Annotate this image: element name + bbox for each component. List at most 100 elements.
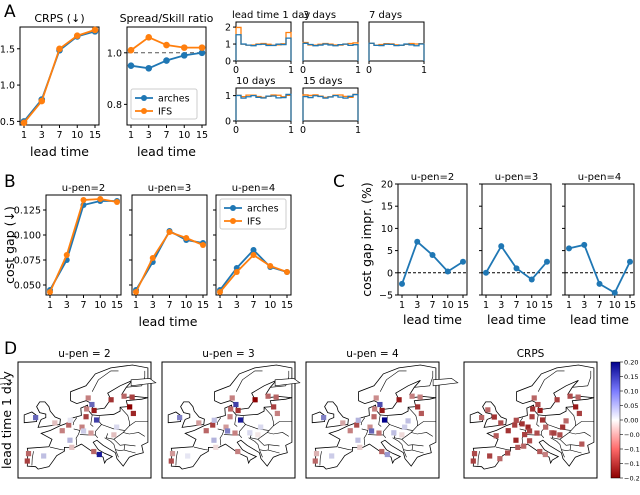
map-border — [217, 428, 225, 446]
map-station-cell — [127, 404, 133, 410]
map-station-cell — [211, 437, 217, 443]
crps-xtick-label: 10 — [71, 130, 83, 141]
map-station-cell — [560, 424, 566, 430]
hist-xtick-label: 1 — [288, 125, 294, 136]
map-station-cell — [258, 424, 264, 430]
impr-series-point — [429, 252, 436, 259]
map-station-cell — [93, 417, 100, 423]
map-border — [259, 449, 263, 458]
colorbar — [610, 361, 621, 479]
crps-ifs-point — [38, 97, 46, 105]
map-station-cell — [25, 451, 32, 457]
map-station-cell — [530, 406, 536, 412]
colorbar-tick-label: 0.05 — [624, 402, 638, 410]
hist-title: 10 days — [236, 76, 276, 87]
map-station-cell — [271, 404, 277, 410]
map-border — [115, 449, 125, 451]
map-station-cell — [247, 430, 253, 436]
hist-axes-frame — [302, 21, 359, 62]
map-border — [105, 432, 124, 440]
map-station-cell — [177, 415, 183, 421]
map-station-cell — [384, 451, 390, 458]
cost-gap-xlabel: lead time — [139, 314, 198, 329]
cost-gap-arches-point — [250, 247, 257, 253]
map-border — [193, 446, 209, 451]
impr-ylabel: cost gap impr. (%) — [359, 182, 374, 297]
spread-xtick-label: 7 — [163, 130, 169, 141]
spread-arches-point — [145, 64, 153, 72]
impr-xtick-label: 1 — [399, 300, 405, 311]
spread-xtick-label: 10 — [178, 130, 190, 141]
map-station-cell — [96, 451, 102, 458]
map-title: CRPS — [517, 348, 545, 360]
cost-gap-ytick-label: 0.075 — [14, 256, 41, 267]
spread-ifs-point — [127, 46, 135, 54]
map-station-cell — [210, 422, 216, 428]
map-border — [360, 417, 366, 426]
impr-ytick-label: −5 — [379, 291, 393, 302]
map-station-cell — [535, 401, 541, 408]
map-station-cell — [321, 415, 327, 421]
map-station-cell — [573, 404, 579, 410]
hist-arches-step — [235, 93, 292, 121]
impr-xtick-label: 7 — [429, 300, 435, 311]
crps-ifs-point — [91, 26, 99, 34]
map-border — [575, 421, 594, 427]
cost-gap-xtick-label: 3 — [150, 300, 156, 311]
map-station-cell — [88, 430, 94, 436]
impr-series-point — [399, 280, 405, 287]
impr-series-point — [498, 243, 505, 250]
map-border — [361, 428, 369, 446]
cost-gap-charts: cost gap (↓)u-pen=21 3 7 10 150.0500.0750.10… — [2, 183, 293, 329]
map-station-cell — [83, 414, 89, 420]
map-border — [403, 449, 407, 458]
impr-series-point — [581, 241, 588, 248]
map-station-cell — [33, 415, 39, 421]
spread-skill-chart: Spread/Skill ratio 1 3 7 10 15 0.8 1.0 arches IFS… — [107, 12, 214, 159]
impr-xtick-label: 7 — [596, 300, 602, 311]
crps-xtick-label: 1 — [21, 130, 27, 141]
cost-gap-ifs-point — [233, 269, 240, 275]
crps-xtick-label: 7 — [56, 130, 62, 141]
crps-title: CRPS (↓) — [34, 12, 84, 25]
panel-letter-d: D — [4, 339, 17, 359]
map-station-cell — [168, 458, 174, 464]
map-iceland — [432, 378, 459, 387]
hist-title: 7 days — [369, 10, 402, 21]
map-station-cell — [347, 428, 353, 434]
spread-arches-point — [198, 49, 206, 57]
cost-gap-ifs-point — [80, 197, 87, 203]
map-station-cell — [543, 424, 549, 430]
impr-series-point — [566, 245, 572, 252]
map-station-cell — [415, 404, 421, 410]
map-station-cell — [551, 430, 557, 436]
map-station-cell — [402, 424, 408, 430]
cost-gap-panel-title: u-pen=2 — [62, 183, 106, 194]
spread-ifs-point — [145, 34, 153, 41]
spread-ifs-point — [163, 41, 170, 49]
map-station-cell — [487, 453, 493, 459]
map-station-cell — [381, 417, 388, 423]
cost-gap-legend-marker — [230, 205, 236, 211]
map-station-cell — [85, 395, 91, 401]
map-station-cell — [576, 410, 582, 417]
cost-gap-ifs-point — [47, 289, 53, 295]
panel-letter-c: C — [333, 172, 345, 192]
cost-gap-xtick-label: 3 — [234, 300, 240, 311]
impr-series-point — [627, 258, 633, 265]
hist-ytick-label: 1 — [225, 91, 231, 102]
map-title: u-pen = 4 — [346, 348, 399, 360]
map-station-cell — [379, 448, 385, 455]
spread-legend-label: arches — [158, 94, 190, 105]
map-station-cell — [185, 453, 191, 459]
map-border — [175, 451, 178, 466]
map-station-cell — [563, 418, 569, 424]
maps-row-label: lead time 1 day — [0, 370, 14, 468]
spread-arches-point — [127, 62, 135, 69]
cost-gap-ifs-point — [63, 252, 70, 258]
cost-gap-xtick-label: 7 — [166, 300, 172, 311]
spread-xtick-label: 3 — [146, 130, 152, 141]
map-station-cell — [41, 453, 47, 459]
spread-arches-point — [163, 57, 170, 64]
